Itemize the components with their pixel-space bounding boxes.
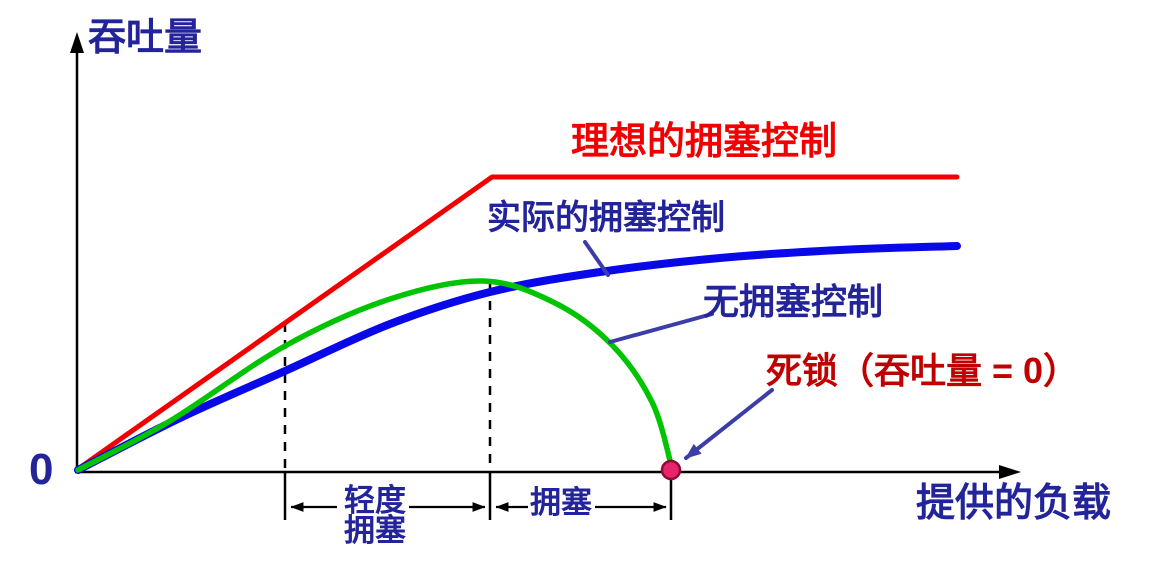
curve-label-ideal-congestion-control: 理想的拥塞控制 (571, 121, 838, 163)
x-axis-arrowhead-icon (999, 465, 1021, 479)
curve-label-practical-congestion-control: 实际的拥塞控制 (487, 199, 725, 237)
region-label-light-congestion: 轻度 拥塞 (338, 483, 412, 548)
region-label-light-congestion-line2: 拥塞 (344, 513, 406, 548)
curve-label-no-congestion-control: 无拥塞控制 (703, 281, 884, 322)
x-axis-label: 提供的负载 (916, 482, 1112, 525)
leader-practical-congestion-control (583, 240, 610, 277)
practical-congestion-control-curve (74, 242, 961, 474)
deadlock-annotation-label: 死锁（吞吐量 = 0） (766, 350, 1080, 391)
ideal-congestion-control-curve (75, 174, 960, 472)
no-congestion-control-curve (75, 278, 674, 473)
origin-zero-label: 0 (29, 445, 54, 494)
region-label-light-congestion-line1: 轻度 (344, 483, 406, 518)
y-axis-arrowhead-icon (70, 32, 84, 53)
leader-no-congestion-control (608, 312, 714, 344)
region-label-congestion: 拥塞 (530, 485, 592, 520)
y-axis-label: 吞吐量 (88, 17, 203, 59)
deadlock-arrow (684, 388, 774, 460)
deadlock-point (660, 459, 682, 481)
curves-layer (74, 174, 961, 474)
